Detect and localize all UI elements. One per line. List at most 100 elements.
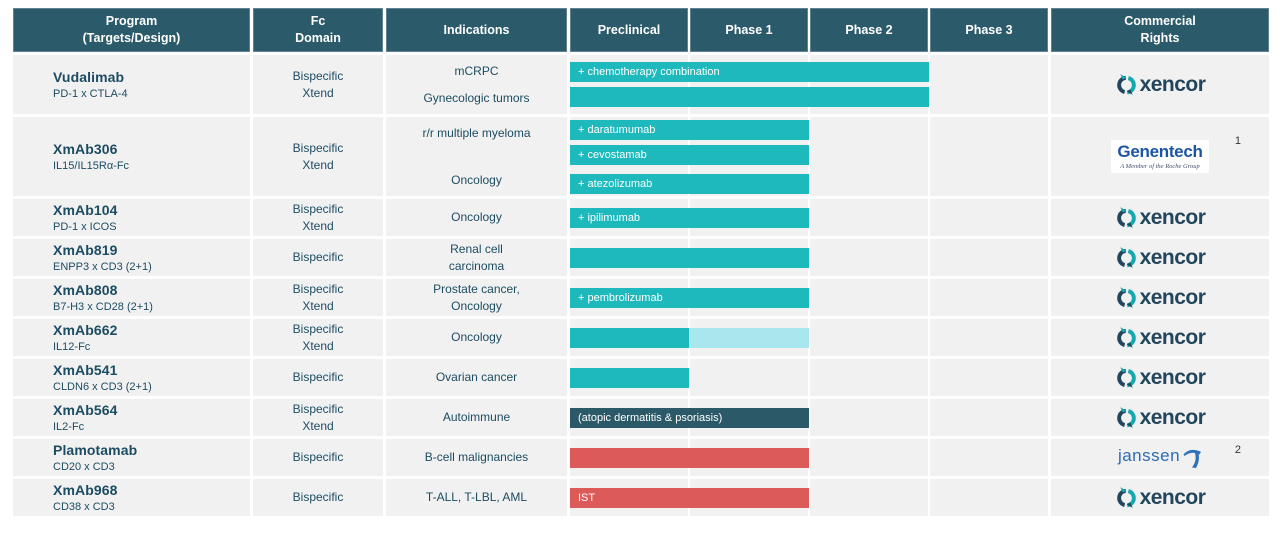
bar-label: + atezolizumab — [578, 177, 653, 190]
program-name: Plamotamab — [53, 442, 138, 458]
commercial-rights-cell: xencor — [1051, 279, 1269, 316]
xencor-swirl-icon — [1116, 287, 1136, 308]
fc-domain-cell: Bispecific — [253, 479, 383, 516]
program-cell: XmAb104 PD-1 x ICOS — [13, 199, 250, 236]
bar-segment — [570, 407, 809, 428]
phase-chart-cell: + ipilimumab — [570, 199, 1048, 236]
phase-cell — [930, 279, 1048, 316]
xencor-logo: xencor — [1115, 246, 1206, 270]
phase-chart-cell: + chemotherapy combination — [570, 55, 1048, 114]
commercial-rights-cell: xencor — [1051, 399, 1269, 436]
program-target: CD20 x CD3 — [53, 461, 115, 473]
indication-label: T-ALL, T-LBL, AML — [425, 490, 528, 505]
fc-domain-cell: Bispecific Xtend — [253, 399, 383, 436]
bar-label: (atopic dermatitis & psoriasis) — [578, 411, 723, 424]
program-cell: XmAb306 IL15/IL15Rα-Fc — [13, 117, 250, 196]
commercial-rights-cell: xencor — [1051, 359, 1269, 396]
pipeline-bar — [570, 447, 1048, 468]
pipeline-row: XmAb819 ENPP3 x CD3 (2+1) Bispecific Renal … — [13, 239, 1269, 276]
pipeline-table: Program (Targets/Design) Fc Domain Indic… — [13, 8, 1269, 519]
pipeline-row: XmAb808 B7-H3 x CD28 (2+1) Bispecific Xten… — [13, 279, 1269, 316]
bar-label: + daratumumab — [578, 123, 656, 136]
indication-label: Oncology — [451, 210, 502, 225]
xencor-wordmark: xencor — [1139, 285, 1206, 309]
phase-chart-cell — [570, 439, 1048, 476]
xencor-swirl-icon — [1116, 327, 1136, 348]
indication-label: Autoimmune — [442, 410, 511, 425]
phase-cell — [930, 319, 1048, 356]
fc-domain-cell: Bispecific — [253, 359, 383, 396]
bar-segment — [570, 119, 809, 140]
xencor-logo: xencor — [1115, 286, 1206, 310]
fc-domain-cell: Bispecific — [253, 439, 383, 476]
pipeline-row: Vudalimab PD-1 x CTLA-4 Bispecific Xtend mC… — [13, 55, 1269, 114]
xencor-logo: xencor — [1115, 366, 1206, 390]
column-header-commercial-rights: Commercial Rights — [1051, 8, 1269, 52]
bar-segment — [570, 247, 809, 268]
program-cell: XmAb541 CLDN6 x CD3 (2+1) — [13, 359, 250, 396]
xencor-logo: xencor — [1115, 206, 1206, 230]
program-name: XmAb819 — [53, 242, 118, 258]
xencor-swirl-icon — [1116, 247, 1136, 268]
indications-cell: Ovarian cancer — [386, 359, 567, 396]
bar-stack: + chemotherapy combination — [570, 55, 1048, 114]
bar-stack — [570, 319, 1048, 356]
program-cell: XmAb564 IL2-Fc — [13, 399, 250, 436]
indications-cell: T-ALL, T-LBL, AML — [386, 479, 567, 516]
phase-chart-cell — [570, 359, 1048, 396]
program-cell: XmAb819 ENPP3 x CD3 (2+1) — [13, 239, 250, 276]
fc-domain-cell: Bispecific Xtend — [253, 55, 383, 114]
genentech-logo: Genentech A Member of the Roche Group — [1111, 140, 1209, 173]
commercial-rights-cell: xencor — [1051, 319, 1269, 356]
bar-label: + cevostamab — [578, 148, 647, 161]
program-cell: Plamotamab CD20 x CD3 — [13, 439, 250, 476]
program-name: XmAb968 — [53, 482, 118, 498]
program-name: XmAb808 — [53, 282, 118, 298]
pipeline-row: XmAb541 CLDN6 x CD3 (2+1) Bispecific Ovaria… — [13, 359, 1269, 396]
indication-label: Gynecologic tumors — [423, 90, 530, 105]
phase-chart-cell — [570, 239, 1048, 276]
indication-label: Renal cell carcinoma — [448, 242, 505, 273]
fc-domain-cell: Bispecific Xtend — [253, 319, 383, 356]
phase-cell — [930, 439, 1048, 476]
pipeline-bar: + ipilimumab — [570, 207, 1048, 228]
pipeline-row: XmAb306 IL15/IL15Rα-Fc Bispecific Xtend r/r… — [13, 117, 1269, 196]
indications-cell: B-cell malignancies — [386, 439, 567, 476]
xencor-logo: xencor — [1115, 486, 1206, 510]
xencor-wordmark: xencor — [1139, 405, 1206, 429]
bar-stack — [570, 439, 1048, 476]
xencor-logo: xencor — [1115, 406, 1206, 430]
program-name: XmAb104 — [53, 202, 118, 218]
bar-segment — [570, 287, 809, 308]
xencor-wordmark: xencor — [1139, 485, 1206, 509]
bar-segment — [570, 447, 809, 468]
commercial-rights-cell: Genentech A Member of the Roche Group 1 — [1051, 117, 1269, 196]
phase-cell — [930, 55, 1048, 114]
phase-cell — [810, 239, 928, 276]
xencor-swirl-icon — [1116, 367, 1136, 388]
footnote-superscript: 2 — [1234, 444, 1241, 456]
phase-cell — [930, 199, 1048, 236]
phase-cell — [810, 479, 928, 516]
program-name: XmAb541 — [53, 362, 118, 378]
program-target: CD38 x CD3 — [53, 501, 115, 513]
xencor-logo: xencor — [1115, 326, 1206, 350]
column-header-fc-domain: Fc Domain — [253, 8, 383, 52]
program-name: Vudalimab — [53, 69, 125, 85]
indication-label: Prostate cancer, Oncology — [433, 282, 520, 313]
bar-stack: (atopic dermatitis & psoriasis) — [570, 399, 1048, 436]
commercial-rights-cell: xencor — [1051, 55, 1269, 114]
bar-segment — [570, 173, 809, 194]
indication-label: r/r multiple myeloma — [422, 126, 531, 140]
phase-cell — [930, 359, 1048, 396]
pipeline-row: XmAb968 CD38 x CD3 Bispecific T-ALL, T-LBL,… — [13, 479, 1269, 516]
program-target: IL15/IL15Rα-Fc — [53, 160, 130, 172]
indications-cell: Oncology — [386, 199, 567, 236]
fc-domain-cell: Bispecific Xtend — [253, 117, 383, 196]
bar-label: + pembrolizumab — [578, 291, 663, 304]
pipeline-bar: + daratumumab — [570, 119, 1048, 140]
xencor-wordmark: xencor — [1139, 325, 1206, 349]
fc-domain-cell: Bispecific — [253, 239, 383, 276]
phase-cell — [930, 239, 1048, 276]
indication-label: mCRPC — [454, 64, 499, 78]
